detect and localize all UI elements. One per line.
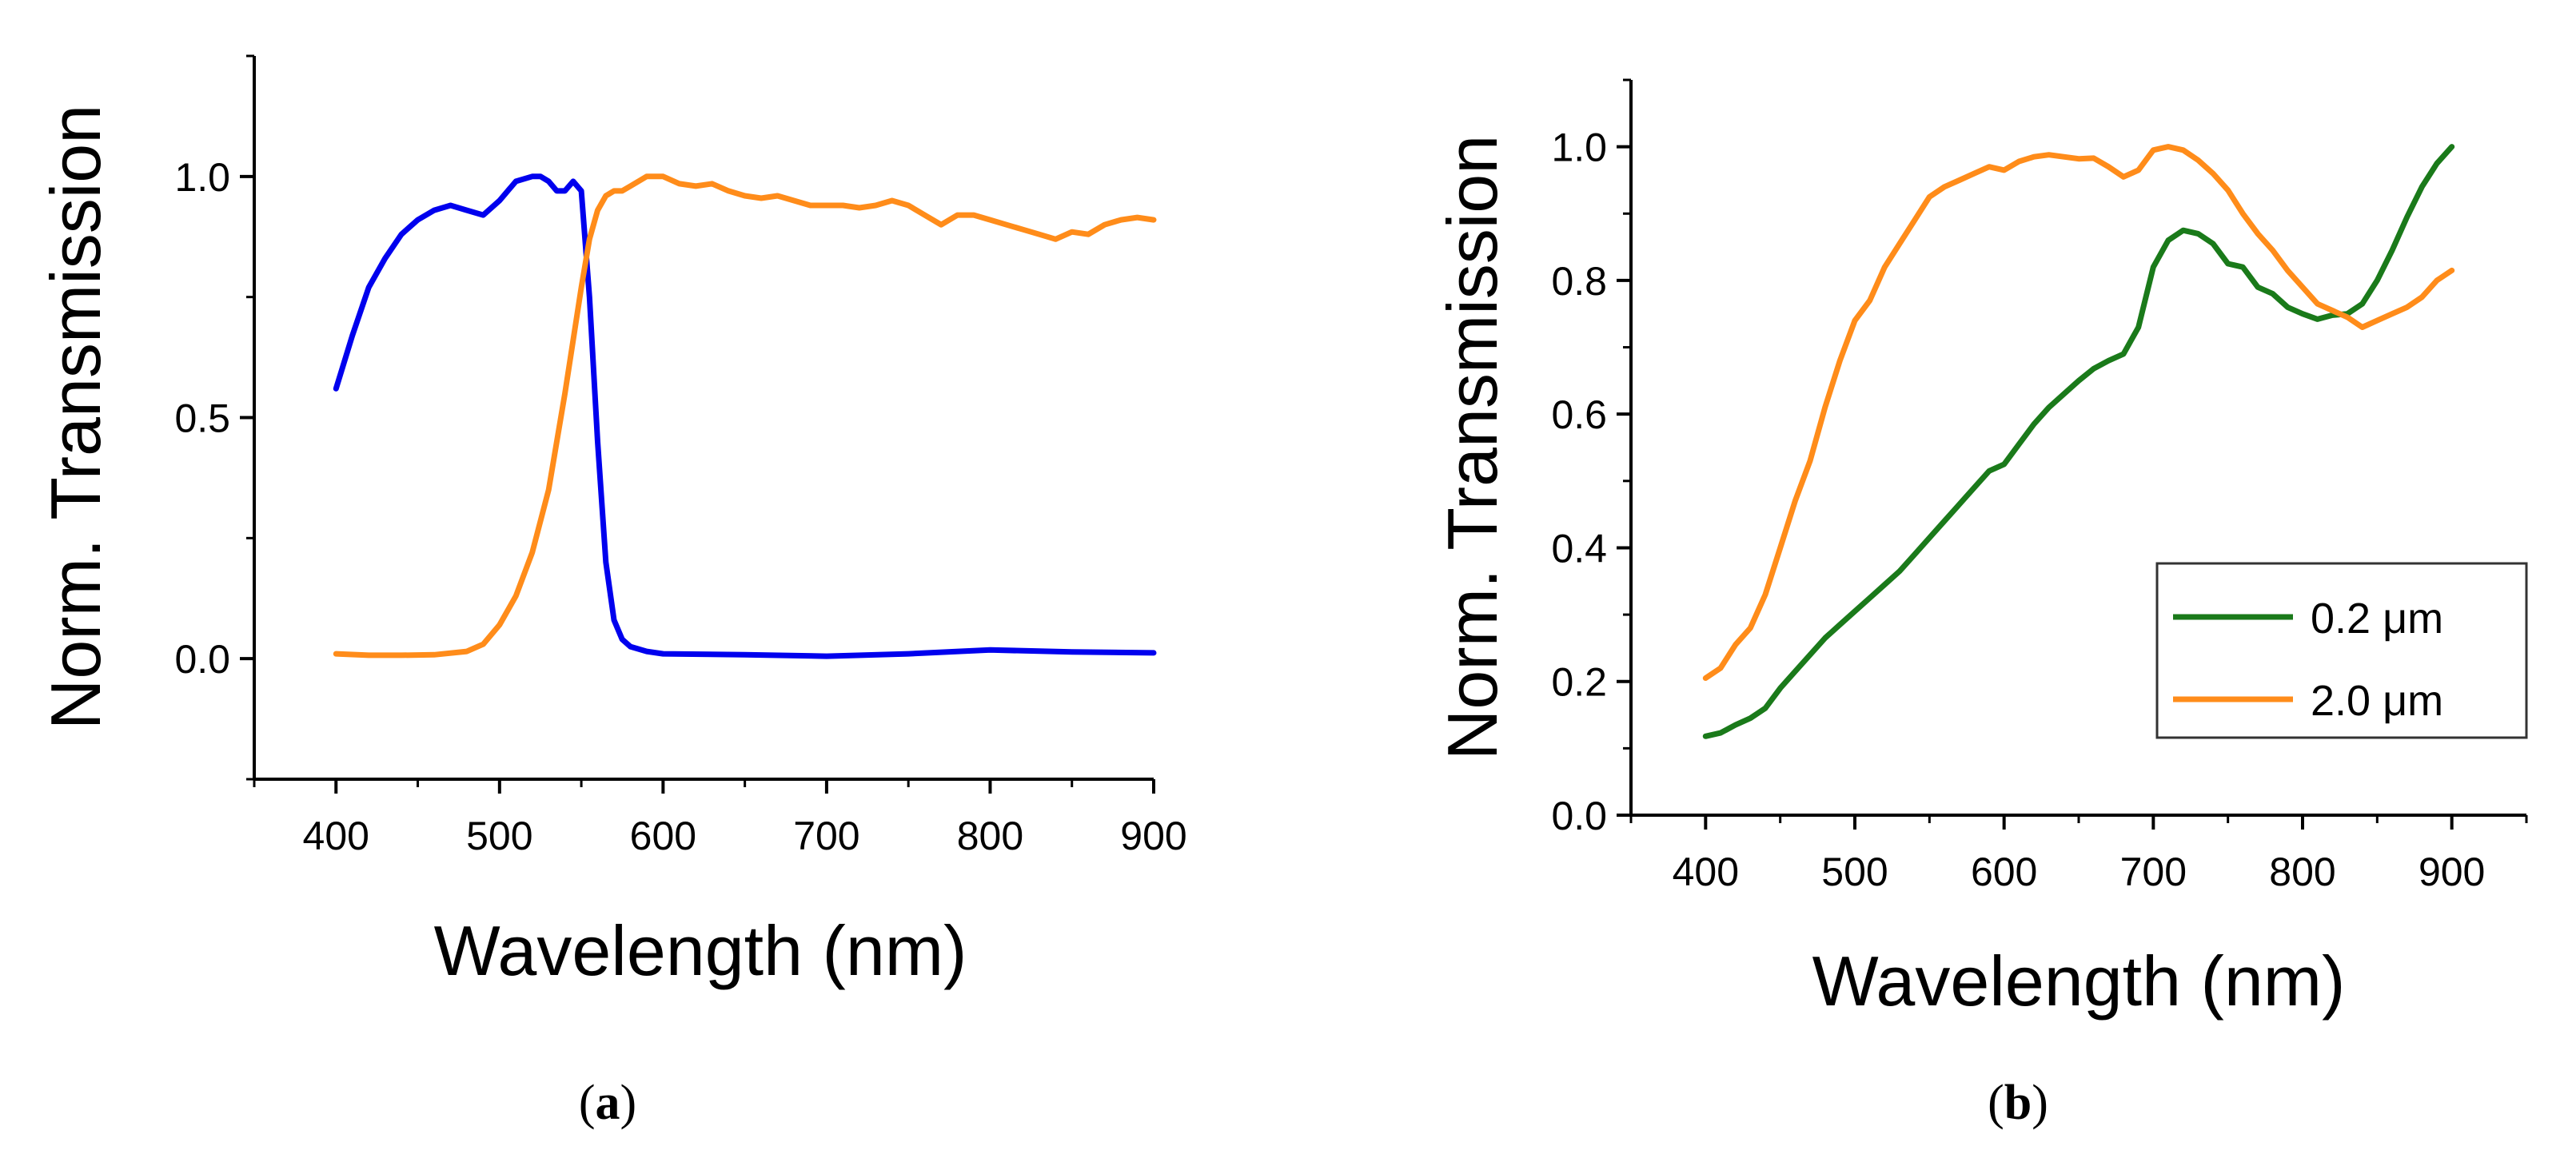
legend-label-2.0um: 2.0 μm — [2311, 677, 2443, 725]
panel-b-y-tick-label: 0.2 — [1551, 660, 1607, 705]
panel-a-x-tick-label: 500 — [466, 814, 532, 858]
panel-b-y-axis-title: Norm. Transmission — [1433, 135, 1512, 760]
panel-a-series-orange-line — [333, 173, 1157, 659]
panel-a-x-tick-label: 900 — [1120, 814, 1186, 858]
panel-b: 400 500 600 700 800 900 0.0 0.2 0.4 0.6 0.8 1.0 0.2… — [1433, 78, 2528, 1130]
panel-a-axes — [253, 56, 1154, 781]
panel-b-caption: (b) — [1988, 1076, 2048, 1130]
panel-b-x-tick-label: 400 — [1673, 850, 1739, 894]
panel-a-y-tick-label: 0.0 — [174, 637, 230, 682]
panel-b-ticks: 400 500 600 700 800 900 0.0 0.2 0.4 0.6 0.8 1.0 — [1551, 78, 2528, 894]
panel-b-x-tick-label: 600 — [1971, 850, 2037, 894]
panel-b-y-tick-label: 1.0 — [1551, 125, 1607, 170]
legend-label-0.2um: 0.2 μm — [2311, 595, 2443, 643]
panel-b-series-0.2um-line — [1702, 144, 2455, 739]
panel-b-series — [1702, 144, 2455, 739]
panel-a-y-tick-label: 1.0 — [174, 155, 230, 200]
panel-b-x-tick-label: 500 — [1821, 850, 1888, 894]
panel-b-y-tick-label: 0.8 — [1551, 259, 1607, 304]
panel-b-x-tick-label: 700 — [2120, 850, 2187, 894]
panel-b-caption-open: ( — [1988, 1076, 2004, 1130]
panel-b-x-tick-label: 800 — [2269, 850, 2335, 894]
panel-a-caption-open: ( — [579, 1076, 596, 1130]
panel-a-x-axis-title: Wavelength (nm) — [434, 911, 967, 990]
panel-a: 400 500 600 700 800 900 0.0 0.5 1.0 Wavelength (… — [36, 54, 1187, 1130]
panel-b-series-2.0um-line — [1702, 144, 2455, 681]
panel-a-x-tick-label: 600 — [630, 814, 696, 858]
panel-a-x-tick-label: 800 — [957, 814, 1023, 858]
panel-b-y-tick-label: 0.0 — [1551, 794, 1607, 838]
panel-a-series — [333, 173, 1157, 659]
panel-a-caption: (a) — [579, 1076, 636, 1130]
panel-b-legend: 0.2 μm 2.0 μm — [2155, 562, 2528, 739]
panel-a-ticks: 400 500 600 700 800 900 0.0 0.5 1.0 — [174, 54, 1187, 858]
panel-a-x-tick-label: 700 — [793, 814, 859, 858]
panel-a-y-tick-label: 0.5 — [174, 396, 230, 441]
legend-box — [2155, 562, 2528, 739]
panel-a-caption-close: ) — [620, 1076, 637, 1130]
panel-b-caption-letter: b — [2004, 1076, 2032, 1130]
panel-a-x-tick-label: 400 — [303, 814, 369, 858]
panel-a-caption-letter: a — [596, 1076, 620, 1130]
panel-b-caption-close: ) — [2032, 1076, 2048, 1130]
panel-b-y-tick-label: 0.4 — [1551, 526, 1607, 571]
panel-b-x-tick-label: 900 — [2418, 850, 2485, 894]
panel-a-y-axis-title: Norm. Transmission — [36, 105, 115, 730]
panel-a-series-blue-line — [333, 173, 1157, 659]
panel-b-y-tick-label: 0.6 — [1551, 392, 1607, 437]
panel-b-x-axis-title: Wavelength (nm) — [1812, 941, 2346, 1021]
